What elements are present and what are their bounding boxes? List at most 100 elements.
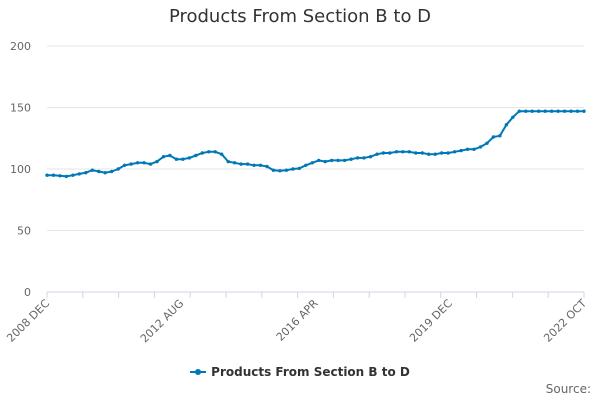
data-point — [291, 167, 295, 171]
data-point — [511, 115, 515, 120]
data-point — [414, 151, 418, 155]
data-point — [317, 158, 321, 163]
data-point — [349, 157, 353, 161]
data-point — [304, 163, 308, 167]
data-point — [394, 150, 399, 154]
data-point — [420, 151, 424, 155]
data-point — [562, 109, 567, 113]
y-tick-label: 50 — [17, 225, 31, 238]
data-point — [388, 151, 392, 155]
data-point — [504, 123, 509, 127]
data-point — [517, 109, 521, 113]
data-point — [265, 164, 269, 169]
data-point — [407, 150, 411, 154]
data-point — [323, 159, 327, 164]
data-point — [582, 109, 586, 113]
data-point — [181, 157, 185, 161]
data-point — [537, 109, 541, 113]
y-tick-label: 0 — [24, 286, 31, 299]
data-point — [375, 152, 379, 156]
data-point — [168, 153, 172, 158]
x-tick-label: 2012 AUG — [138, 297, 187, 346]
data-point — [161, 155, 166, 159]
data-point — [207, 150, 211, 154]
data-point — [122, 163, 127, 167]
data-point — [245, 162, 250, 166]
data-point — [252, 163, 256, 167]
y-tick-label: 100 — [10, 163, 31, 176]
data-point — [284, 168, 289, 172]
x-tick-label: 2008 DEC — [4, 297, 52, 345]
data-point — [77, 172, 82, 176]
data-point — [155, 159, 159, 164]
chart-title: Products From Section B to D — [168, 6, 432, 27]
data-point — [446, 151, 450, 155]
data-point — [239, 162, 243, 166]
data-point — [427, 152, 431, 156]
x-tick-label: 2022 OCT — [541, 297, 589, 345]
data-point — [556, 109, 560, 113]
x-tick-label: 2019 DEC — [407, 297, 455, 345]
data-point — [64, 174, 69, 179]
y-tick-label: 150 — [10, 102, 31, 115]
data-point — [271, 168, 276, 172]
data-point — [110, 169, 114, 174]
data-point — [58, 174, 62, 178]
data-point — [174, 157, 179, 161]
data-point — [491, 135, 496, 139]
data-point — [297, 166, 301, 171]
data-point — [330, 158, 334, 163]
data-point — [362, 156, 366, 160]
data-point — [524, 109, 528, 113]
data-point — [472, 147, 476, 151]
data-point — [433, 152, 437, 156]
data-point — [187, 156, 191, 160]
data-point — [226, 159, 230, 164]
data-point — [478, 145, 483, 149]
data-point — [103, 171, 107, 175]
data-point — [485, 141, 489, 145]
legend-item[interactable]: Products From Section B to D — [190, 365, 410, 379]
data-point — [232, 161, 237, 165]
data-point — [51, 173, 56, 177]
data-point — [575, 109, 580, 113]
data-point — [278, 169, 282, 173]
data-point — [220, 152, 224, 156]
data-point — [550, 109, 554, 113]
data-point — [142, 161, 146, 165]
data-point — [465, 147, 470, 151]
data-point — [129, 162, 133, 166]
data-point — [97, 169, 101, 174]
data-point — [71, 173, 75, 177]
data-point — [381, 151, 386, 155]
data-point — [116, 167, 120, 171]
y-tick-label: 200 — [10, 40, 31, 53]
data-point — [440, 151, 444, 155]
data-point — [452, 150, 457, 154]
data-point — [200, 151, 204, 155]
data-point — [213, 150, 217, 154]
data-point — [530, 109, 534, 113]
legend-series-marker — [190, 367, 207, 377]
data-point — [355, 156, 360, 160]
data-point — [90, 168, 95, 172]
data-point — [368, 155, 373, 159]
credits-link[interactable]: Source: — [545, 382, 591, 396]
data-point — [401, 150, 405, 154]
series-line — [47, 110, 584, 178]
data-point — [84, 171, 88, 175]
data-point — [45, 173, 49, 177]
legend: Products From Section B to D — [0, 365, 600, 380]
data-point — [194, 153, 198, 158]
data-point — [342, 158, 347, 163]
data-point — [459, 148, 463, 153]
data-point — [258, 163, 263, 167]
data-point — [569, 109, 573, 113]
x-tick-label: 2016 APR — [274, 297, 321, 344]
data-point — [498, 134, 502, 138]
data-point — [310, 161, 314, 165]
legend-label: Products From Section B to D — [211, 365, 410, 379]
data-point — [336, 158, 340, 163]
data-point — [135, 161, 140, 165]
